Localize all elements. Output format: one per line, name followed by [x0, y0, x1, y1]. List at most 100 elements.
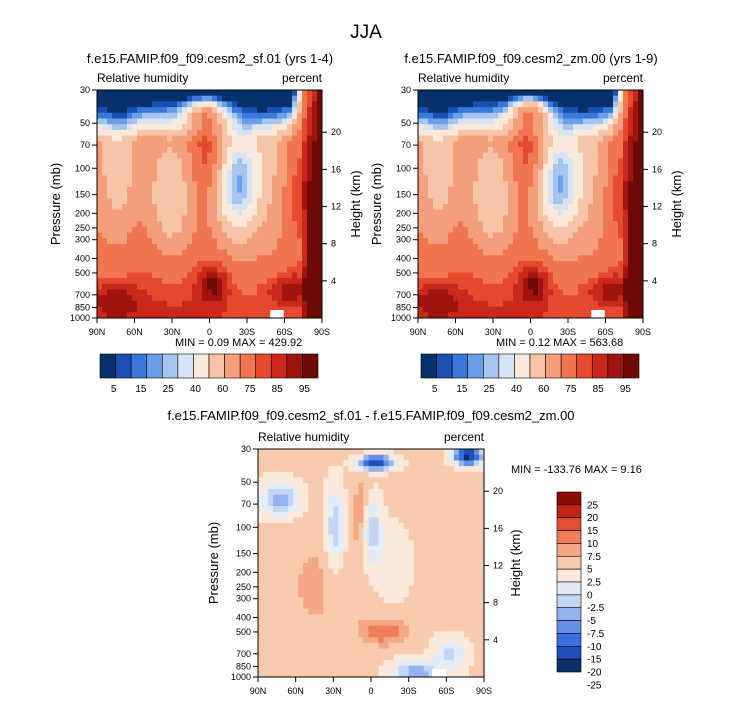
heatmap-cell — [187, 198, 193, 205]
heatmap-cell — [488, 135, 494, 142]
heatmap-cell — [418, 488, 425, 495]
heatmap-cell — [498, 255, 504, 262]
heatmap-cell — [418, 568, 425, 575]
heatmap-cell — [307, 249, 313, 256]
heatmap-cell — [247, 249, 253, 256]
heatmap-cell — [418, 95, 424, 102]
heatmap-cell — [142, 164, 148, 171]
heatmap-cell — [323, 585, 329, 592]
heatmap-cell — [638, 141, 644, 148]
heatmap-cell — [142, 152, 148, 159]
heatmap-cell — [303, 574, 309, 581]
heatmap-cell — [152, 238, 158, 245]
heatmap-cell — [172, 192, 178, 199]
heatmap-cell — [358, 494, 364, 501]
heatmap-cell — [278, 568, 284, 575]
heatmap-cell — [338, 471, 344, 478]
heatmap-cell — [613, 101, 619, 108]
heatmap-cell — [187, 232, 193, 239]
heatmap-cell — [558, 169, 564, 176]
heatmap-cell — [358, 460, 364, 467]
heatmap-cell — [282, 278, 288, 285]
heatmap-cell — [453, 580, 460, 587]
heatmap-cell — [413, 574, 420, 581]
heatmap-cell — [172, 243, 178, 250]
colorbar-label: 75 — [565, 384, 577, 395]
heatmap-cell — [227, 221, 233, 228]
heatmap-cell — [152, 221, 158, 228]
heatmap-cell — [413, 517, 420, 524]
heatmap-cell — [433, 135, 439, 142]
heatmap-cell — [628, 147, 634, 154]
heatmap-cell — [483, 124, 489, 131]
heatmap-cell — [277, 221, 283, 228]
heatmap-cell — [428, 585, 435, 592]
heatmap-cell — [618, 147, 624, 154]
heatmap-cell — [267, 238, 273, 245]
heatmap-cell — [247, 118, 253, 125]
heatmap-cell — [558, 266, 564, 273]
heatmap-cell — [498, 112, 504, 119]
heatmap-cell — [538, 192, 544, 199]
heatmap-cell — [513, 226, 519, 233]
heatmap-cell — [588, 306, 594, 313]
heatmap-cell — [348, 563, 354, 570]
heatmap-cell — [152, 129, 158, 136]
heatmap-cell — [167, 312, 173, 319]
heatmap-cell — [498, 175, 504, 182]
heatmap-cell — [273, 574, 279, 581]
heatmap-cell — [423, 215, 429, 222]
heatmap-cell — [162, 261, 168, 268]
heatmap-cell — [312, 209, 318, 216]
heatmap-cell — [393, 517, 400, 524]
heatmap-cell — [102, 232, 108, 239]
heatmap-cell — [162, 232, 168, 239]
heatmap-cell — [363, 545, 369, 552]
heatmap-cell — [568, 312, 574, 319]
heatmap-cell — [538, 129, 544, 136]
heatmap-cell — [182, 158, 188, 165]
heatmap-cell — [448, 181, 454, 188]
heatmap-cell — [268, 483, 274, 490]
heatmap-cell — [478, 517, 485, 524]
heatmap-cell — [368, 597, 374, 604]
heatmap-cell — [288, 557, 294, 564]
heatmap-cell — [97, 124, 103, 131]
heatmap-cell — [388, 545, 394, 552]
heatmap-cell — [623, 129, 629, 136]
heatmap-cell — [343, 551, 349, 558]
heatmap-cell — [383, 557, 389, 564]
heatmap-cell — [278, 574, 284, 581]
heatmap-cell — [463, 226, 469, 233]
heatmap-cell — [533, 272, 539, 279]
heatmap-cell — [463, 95, 469, 102]
heatmap-cell — [182, 147, 188, 154]
heatmap-cell — [242, 255, 248, 262]
heatmap-cell — [508, 101, 514, 108]
heatmap-cell — [132, 238, 138, 245]
heatmap-cell — [623, 90, 629, 97]
heatmap-cell — [262, 198, 268, 205]
heatmap-cell — [373, 500, 379, 507]
heatmap-cell — [222, 198, 228, 205]
heatmap-cell — [573, 306, 579, 313]
heatmap-cell — [107, 283, 113, 290]
heatmap-cell — [152, 152, 158, 159]
heatmap-cell — [112, 312, 118, 319]
heatmap-cell — [172, 261, 178, 268]
heatmap-cell — [162, 141, 168, 148]
heatmap-cell — [393, 494, 400, 501]
heatmap-cell — [428, 283, 434, 290]
heatmap-cell — [187, 186, 193, 193]
heatmap-cell — [192, 226, 198, 233]
heatmap-cell — [368, 534, 374, 541]
heatmap-cell — [338, 574, 344, 581]
heatmap-cell — [368, 477, 374, 484]
heatmap-cell — [543, 306, 549, 313]
heatmap-cell — [268, 494, 274, 501]
heatmap-cell — [433, 460, 440, 467]
heatmap-cell — [182, 295, 188, 302]
heatmap-cell — [423, 169, 429, 176]
heatmap-cell — [478, 511, 485, 518]
heatmap-cell — [633, 141, 639, 148]
